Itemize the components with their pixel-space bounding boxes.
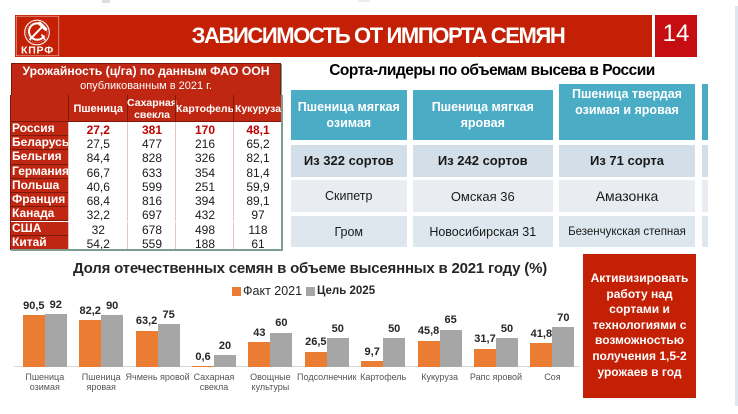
svg-text:КПРФ: КПРФ (21, 45, 54, 57)
